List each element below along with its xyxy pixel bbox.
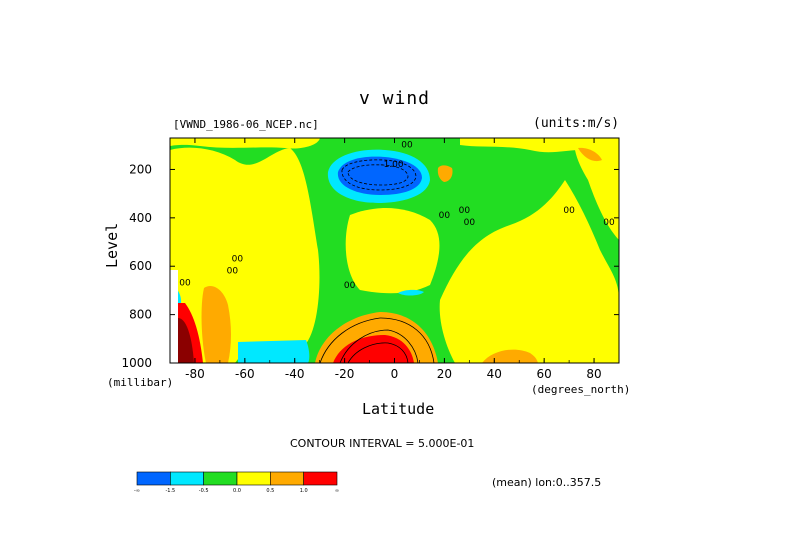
y-unit-label: (millibar): [107, 376, 174, 389]
x-unit-label: (degrees_north): [531, 383, 631, 396]
x-tick-label: -40: [285, 367, 305, 381]
contour-line: [341, 159, 417, 191]
units-label: (units:m/s): [533, 116, 620, 131]
contour-line: [339, 329, 419, 363]
x-tick-label: 20: [437, 367, 452, 381]
field-orange-right-edge: [578, 147, 602, 162]
colorbar-label: 1.0: [300, 488, 308, 494]
x-tick-label: -60: [235, 367, 255, 381]
contour-label: -1.00: [380, 160, 404, 170]
contour-label: 00: [603, 218, 615, 228]
x-tick-label: -80: [185, 367, 205, 381]
x-tick-label: 0: [391, 367, 399, 381]
x-tick-label: -20: [335, 367, 355, 381]
contour-line: [319, 317, 435, 363]
file-label: [VWND_1986-06_NCEP.nc]: [173, 118, 319, 131]
mean-label: (mean) lon:0..357.5: [492, 476, 602, 489]
colorbar-swatch: [170, 471, 204, 486]
field-yellow-right: [439, 180, 619, 363]
contour-label: 00: [344, 281, 356, 291]
colorbar: -∞ -1.5 -0.5 0.0 0.5 1.0 ∞: [134, 471, 339, 494]
field-missing-data: [170, 270, 178, 363]
colorbar-swatch: [236, 471, 271, 486]
axes: -80 -60 -40 -20 0 20 40 60 80 200 400 600 800 1000: [121, 138, 620, 381]
x-tick-label: 40: [487, 367, 502, 381]
field-yellow-top-right: [460, 138, 619, 162]
colorbar-label: 0.5: [266, 488, 274, 494]
field-yellow-top-left: [170, 138, 320, 149]
contour-label: 00: [227, 266, 239, 276]
contour-lines: [319, 159, 435, 363]
y-tick-label: 400: [129, 211, 152, 225]
field-darkred-left: [178, 318, 194, 363]
colorbar-swatch: [136, 471, 171, 486]
contour-label: 00: [459, 206, 471, 216]
x-axis-label: Latitude: [362, 400, 435, 418]
contour-label: 00: [401, 141, 413, 151]
colorbar-swatch: [270, 471, 304, 486]
field-orange-right: [482, 349, 538, 363]
colorbar-label: -1.5: [165, 488, 175, 494]
y-tick-label: 1000: [121, 356, 152, 370]
contour-interval-label: CONTOUR INTERVAL = 5.000E-01: [290, 437, 475, 450]
contour-line: [347, 342, 409, 363]
field-yellow-center: [345, 208, 440, 294]
field-cyan-bottom: [238, 340, 310, 363]
contour-label: 00: [179, 279, 191, 289]
y-tick-label: 200: [129, 162, 152, 176]
colorbar-label: -∞: [134, 488, 140, 494]
y-tick-label: 600: [129, 259, 152, 273]
x-tick-label: 80: [586, 367, 601, 381]
colorbar-swatch: [203, 471, 238, 486]
contour-field: [170, 138, 619, 363]
colorbar-swatch: [303, 471, 338, 486]
field-orange-top: [437, 165, 453, 182]
contour-line: [347, 164, 409, 186]
contour-label: 00: [563, 206, 575, 216]
contour-label: 00: [439, 211, 451, 221]
field-cyan-mid: [398, 289, 424, 296]
field-orange-left: [201, 285, 231, 363]
colorbar-label: 0.0: [233, 488, 241, 494]
colorbar-label: ∞: [335, 488, 339, 494]
contour-label: 00: [232, 254, 244, 264]
field-yellow-far-right: [575, 147, 619, 240]
colorbar-label: -0.5: [199, 488, 209, 494]
contour-label: 00: [464, 218, 476, 228]
y-tick-label: 800: [129, 308, 152, 322]
chart-title: v wind: [358, 88, 431, 109]
x-tick-label: 60: [537, 367, 552, 381]
contour-labels: 00 00 00 -1.00 00 00 00 00 00 00 00: [179, 141, 615, 291]
